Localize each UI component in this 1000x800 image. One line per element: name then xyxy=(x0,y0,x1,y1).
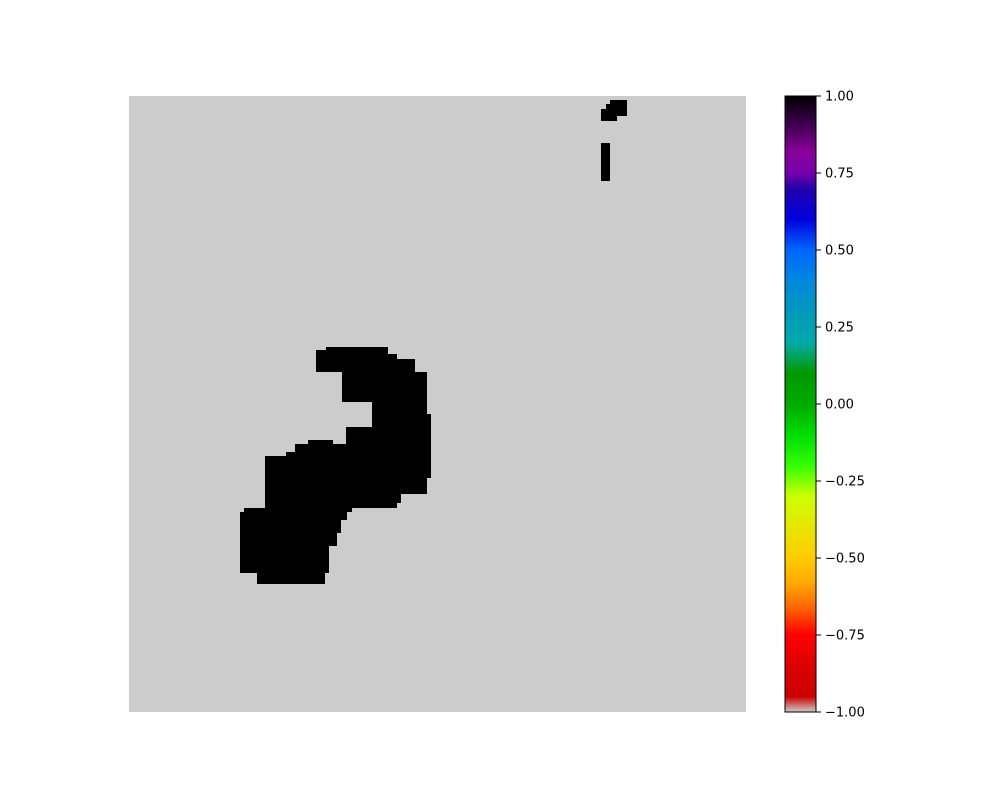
heatmap-regions xyxy=(240,100,627,584)
colorbar: −1.00 −0.75 −0.50 −0.25 0.00 0.25 0.50 0.75 1.00 xyxy=(784,90,865,721)
colorbar-tick-label: 0.75 xyxy=(825,167,854,182)
heatmap-background xyxy=(129,96,746,712)
colorbar-tick-label: −0.75 xyxy=(825,629,865,644)
colorbar-tick-label: 1.00 xyxy=(825,90,854,105)
heatmap-region-main-blob xyxy=(240,347,431,584)
heatmap-region-small-bar xyxy=(601,143,610,181)
colorbar-fill xyxy=(785,96,816,712)
colorbar-tick-label: 0.50 xyxy=(825,244,854,259)
colorbar-tick-label: −0.50 xyxy=(825,552,865,567)
colorbar-tick-label: 0.00 xyxy=(825,398,854,413)
colorbar-tick-label: 0.25 xyxy=(825,321,854,336)
colorbar-tick-label: −0.25 xyxy=(825,475,865,490)
heatmap-region-small-blob-top xyxy=(601,100,627,121)
colorbar-tick-label: −1.00 xyxy=(825,706,865,721)
heatmap-plot xyxy=(129,96,746,712)
colorbar-ticks: −1.00 −0.75 −0.50 −0.25 0.00 0.25 0.50 0.75 1.00 xyxy=(816,90,865,721)
